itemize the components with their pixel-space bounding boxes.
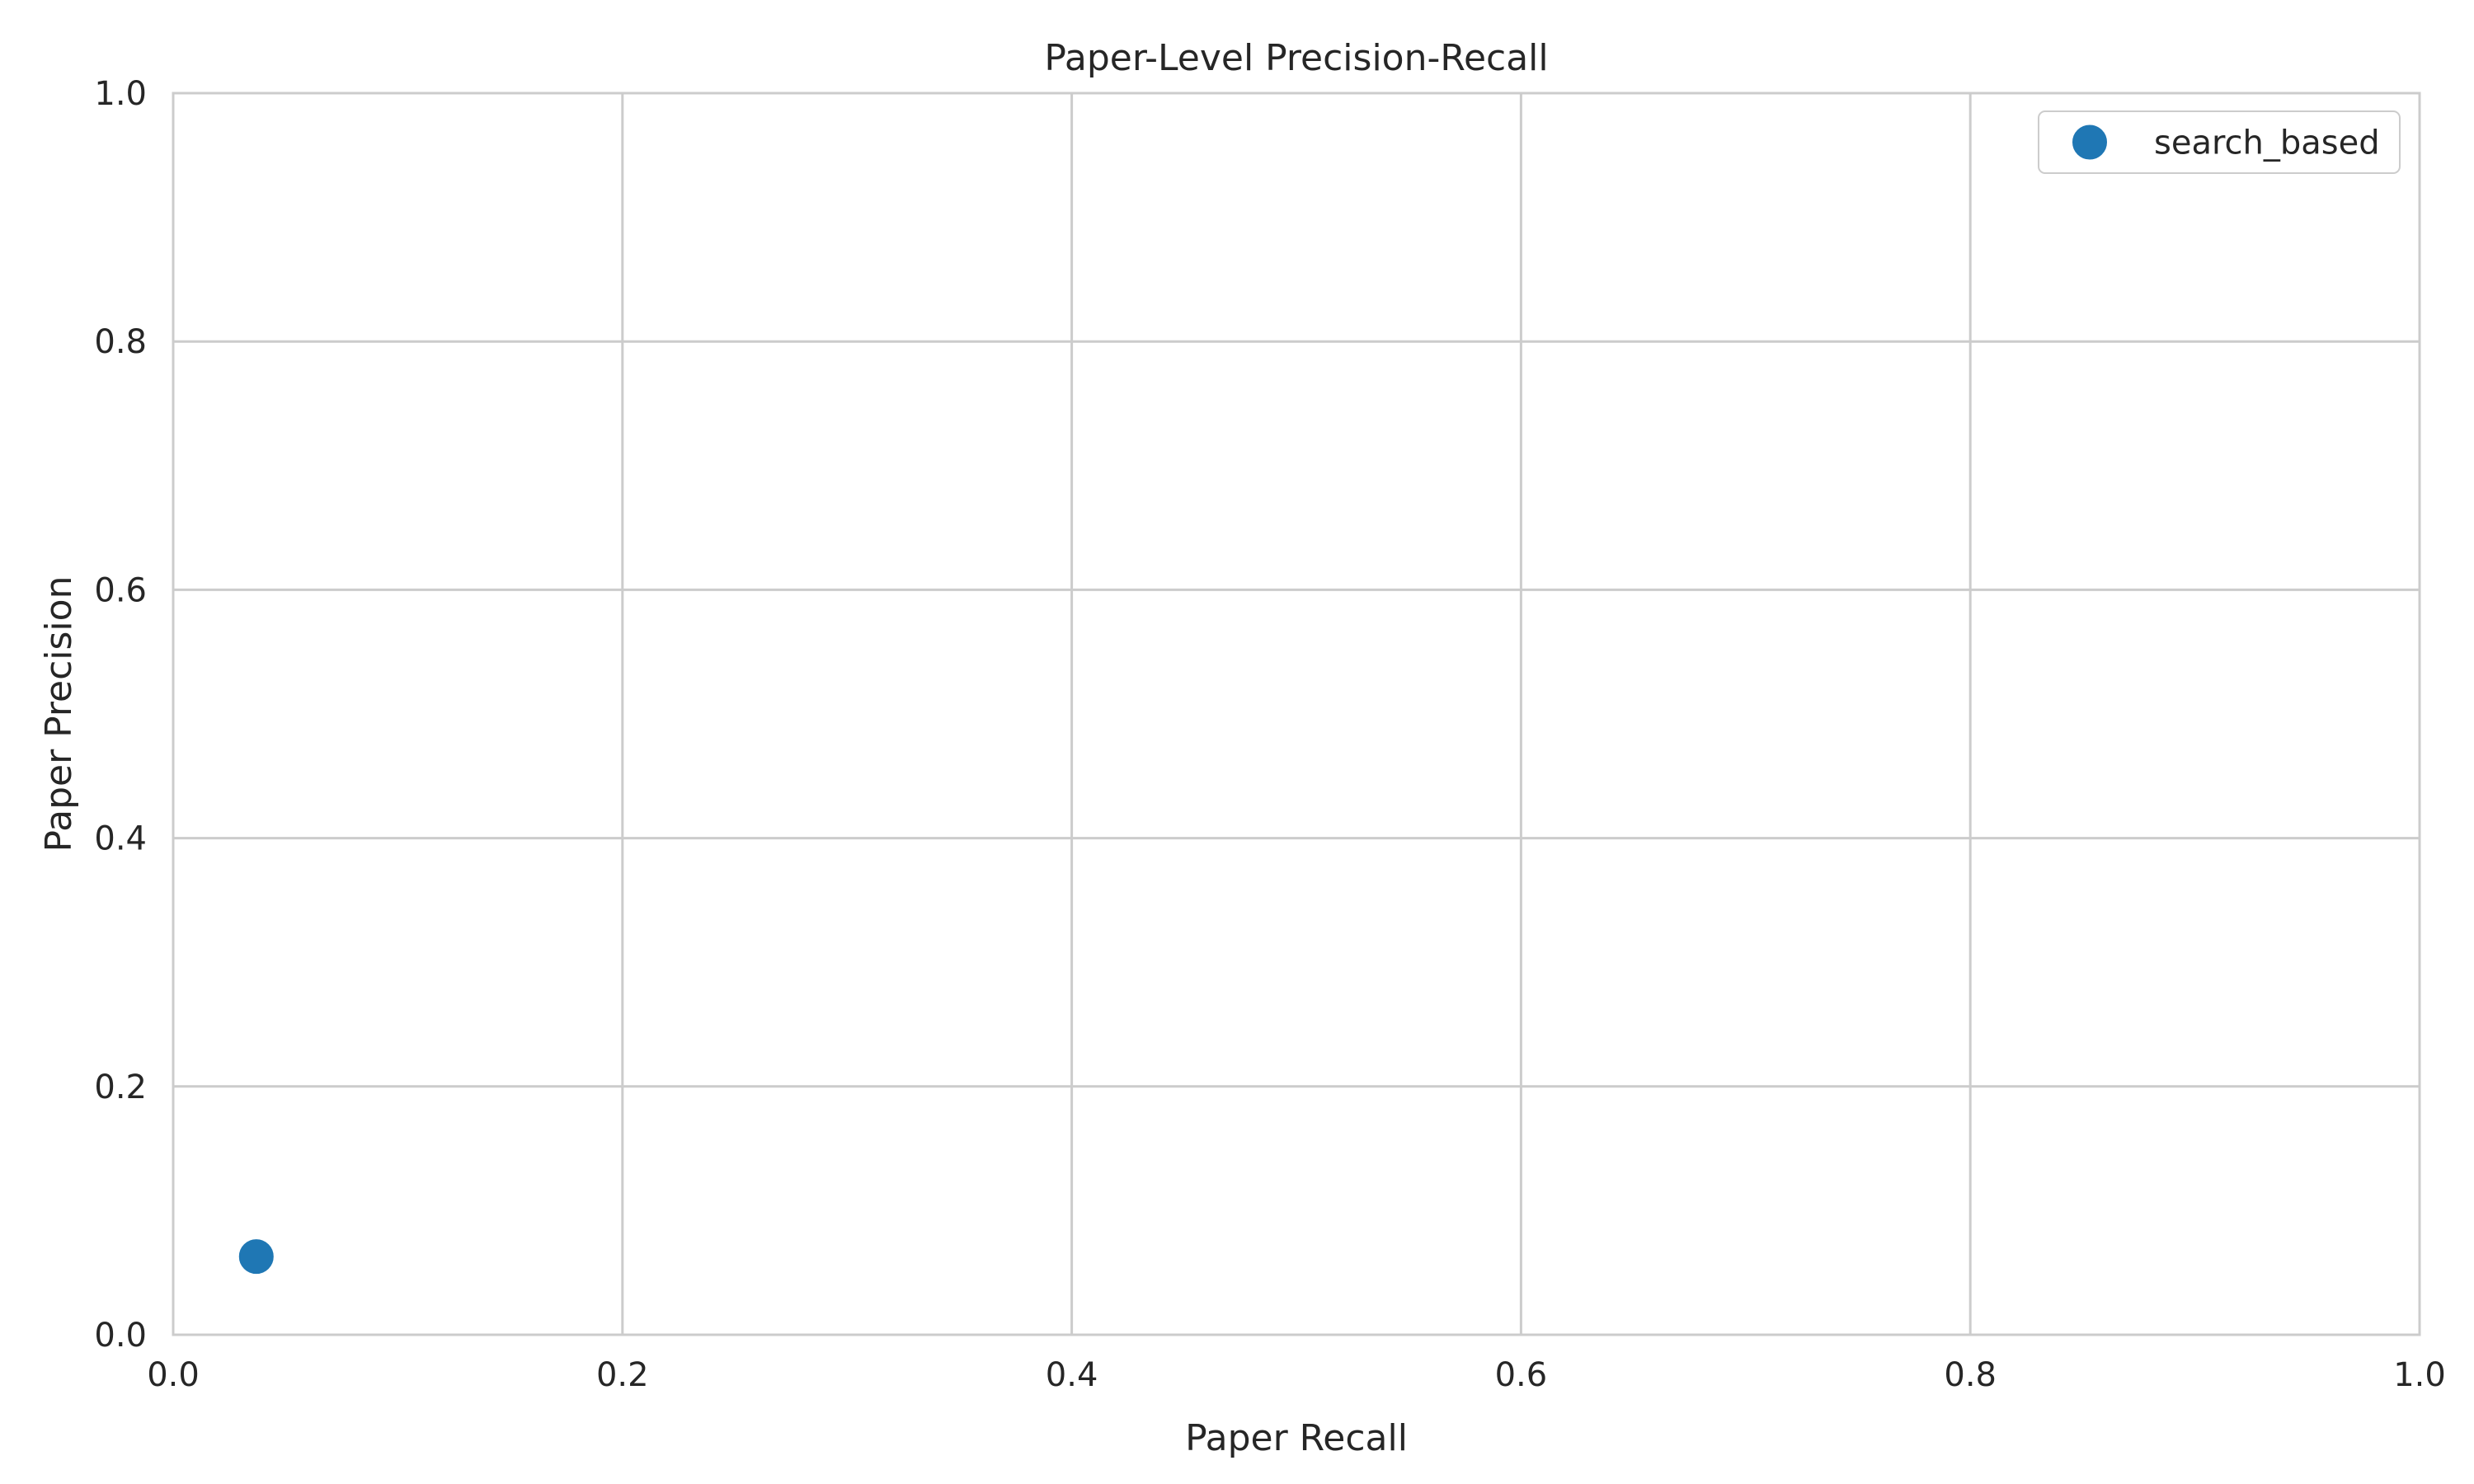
legend-marker-search-based <box>2071 123 2109 162</box>
y-tick-label: 0.8 <box>94 323 147 361</box>
x-tick-label: 0.6 <box>1495 1356 1548 1394</box>
tick-labels: 0.0 0.2 0.4 0.6 0.8 1.0 0.0 0.2 0.4 0.6 0.8 1.0 <box>94 75 2445 1394</box>
y-tick-label: 1.0 <box>94 75 147 113</box>
data-point-search-based <box>237 1237 275 1276</box>
legend-box <box>2038 110 2401 174</box>
x-axis-title: Paper Recall <box>1185 1417 1408 1459</box>
y-tick-label: 0.0 <box>94 1317 147 1355</box>
y-axis-title: Paper Precision <box>38 576 80 852</box>
x-tick-label: 0.8 <box>1944 1356 1997 1394</box>
plot-frame <box>172 92 2421 1336</box>
x-tick-label: 0.2 <box>596 1356 649 1394</box>
x-tick-label: 1.0 <box>2393 1356 2446 1394</box>
legend: search_based <box>2038 110 2401 174</box>
y-tick-label: 0.4 <box>94 820 147 858</box>
legend-label-search-based: search_based <box>2154 124 2380 162</box>
x-tick-label: 0.0 <box>147 1356 200 1394</box>
chart-title: Paper-Level Precision-Recall <box>1044 37 1548 79</box>
x-tick-label: 0.4 <box>1046 1356 1098 1394</box>
y-tick-label: 0.6 <box>94 571 147 609</box>
y-tick-label: 0.2 <box>94 1068 147 1106</box>
data-points <box>237 1237 275 1276</box>
